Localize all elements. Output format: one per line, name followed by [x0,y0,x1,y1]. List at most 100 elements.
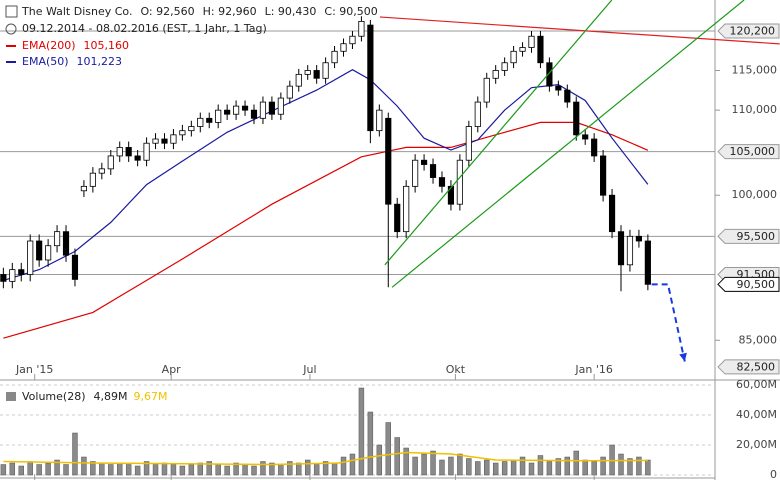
candle-body [241,105,249,111]
volume-bar [627,458,633,476]
candle-body [564,89,571,103]
volume-bar [179,465,186,476]
y-tick-label: 85,000 [739,333,778,346]
forecast-arrow [651,283,686,362]
candle-body [98,168,105,174]
volume-bar [537,455,544,476]
candle-body [53,231,61,247]
volume-bar [242,464,248,476]
volume-bar [645,459,651,476]
volume-bar [466,458,472,476]
volume-bar [618,453,624,476]
volume-legend: Volume(28) 4,89M 9,67M [22,390,167,403]
candle-body [394,203,401,233]
volume-bar [519,456,526,476]
y-tick-label: 0 [770,468,777,480]
level-box [717,144,780,160]
quote-value: L: 90,430 [265,5,317,18]
candle-body [600,155,607,196]
level-box [717,359,780,375]
candle-body [412,159,419,187]
candle-body [582,134,589,140]
volume-bar [421,453,427,476]
volume-bar [600,456,606,476]
volume-bar [475,461,481,476]
y-tick-label: 20,00M [736,438,777,451]
candle-body [152,138,159,144]
volume-average [3,451,648,466]
level-box [717,23,780,39]
volume-bar [573,450,579,476]
candle-body [591,138,598,157]
legend-entry: EMA(50) 101,223 [22,55,122,68]
volume-bar [224,465,230,476]
volume-bar [251,465,257,476]
candle-body [9,269,16,282]
candle-body [215,109,222,123]
candle-body [626,235,634,266]
volume-bar [439,459,445,476]
candle-body [617,231,625,266]
candle-body [385,117,392,205]
volume-bar [0,464,7,476]
volume-bar [215,464,221,476]
legend-name: EMA(50) [22,55,69,68]
volume-bar [9,462,16,476]
x-tick-label: Jul [302,363,316,376]
candle-body [644,240,651,285]
volume-bar [125,464,132,476]
candle-body [277,97,284,115]
x-tick-label: Okt [446,363,466,376]
candle-body [107,155,114,170]
icon [5,23,17,35]
candle-body [45,245,52,261]
volume-bar [412,456,418,476]
candle-body [510,50,517,64]
candle-body [268,101,275,115]
candle-body [161,138,168,144]
y-tick-label: 115,000 [732,63,778,76]
candle-body [528,35,535,48]
legend-value: 101,223 [77,55,123,68]
volume-bar [555,458,562,476]
volume-bar [278,464,284,476]
candle-body [322,62,329,79]
candle-body [62,231,70,256]
volume-bar [358,387,365,476]
candle-body [116,147,123,157]
volume-bar [90,461,96,476]
subtitle: 09.12.2014 - 08.02.2016 (EST, 1 Jahr, 1 … [22,22,267,35]
volume-bar [331,462,338,476]
volume-bar [546,461,553,476]
volume-bar [492,462,499,476]
volume-bar [636,456,642,476]
candle-body [197,117,204,127]
volume-bar [108,464,114,476]
volume-bar [403,447,409,476]
candle-body [483,77,490,103]
candle-body [465,126,472,161]
volume-bar [197,462,204,476]
volume-bar [188,464,195,476]
candle-body [259,101,267,119]
volume-bar [510,459,517,476]
candle-body [349,35,356,45]
volume-bar [448,456,454,476]
volume-bar [134,465,141,476]
volume: Volume(28) 4,89M 9,67M [0,384,715,476]
legend-name: EMA(200) [22,39,76,52]
volume-bar [45,462,51,476]
legend-value: 9,67M [133,390,167,403]
level-label: 90,500 [737,278,776,291]
volume-bar [296,462,302,476]
candle-body [420,159,428,165]
candle-body [519,47,526,52]
volume-bar [304,459,311,476]
volume-bar [54,459,60,476]
volume-bar [206,461,212,476]
candle-body [134,155,141,161]
volume-bar [170,464,177,476]
candles [0,16,651,292]
volume-bar [367,411,374,476]
